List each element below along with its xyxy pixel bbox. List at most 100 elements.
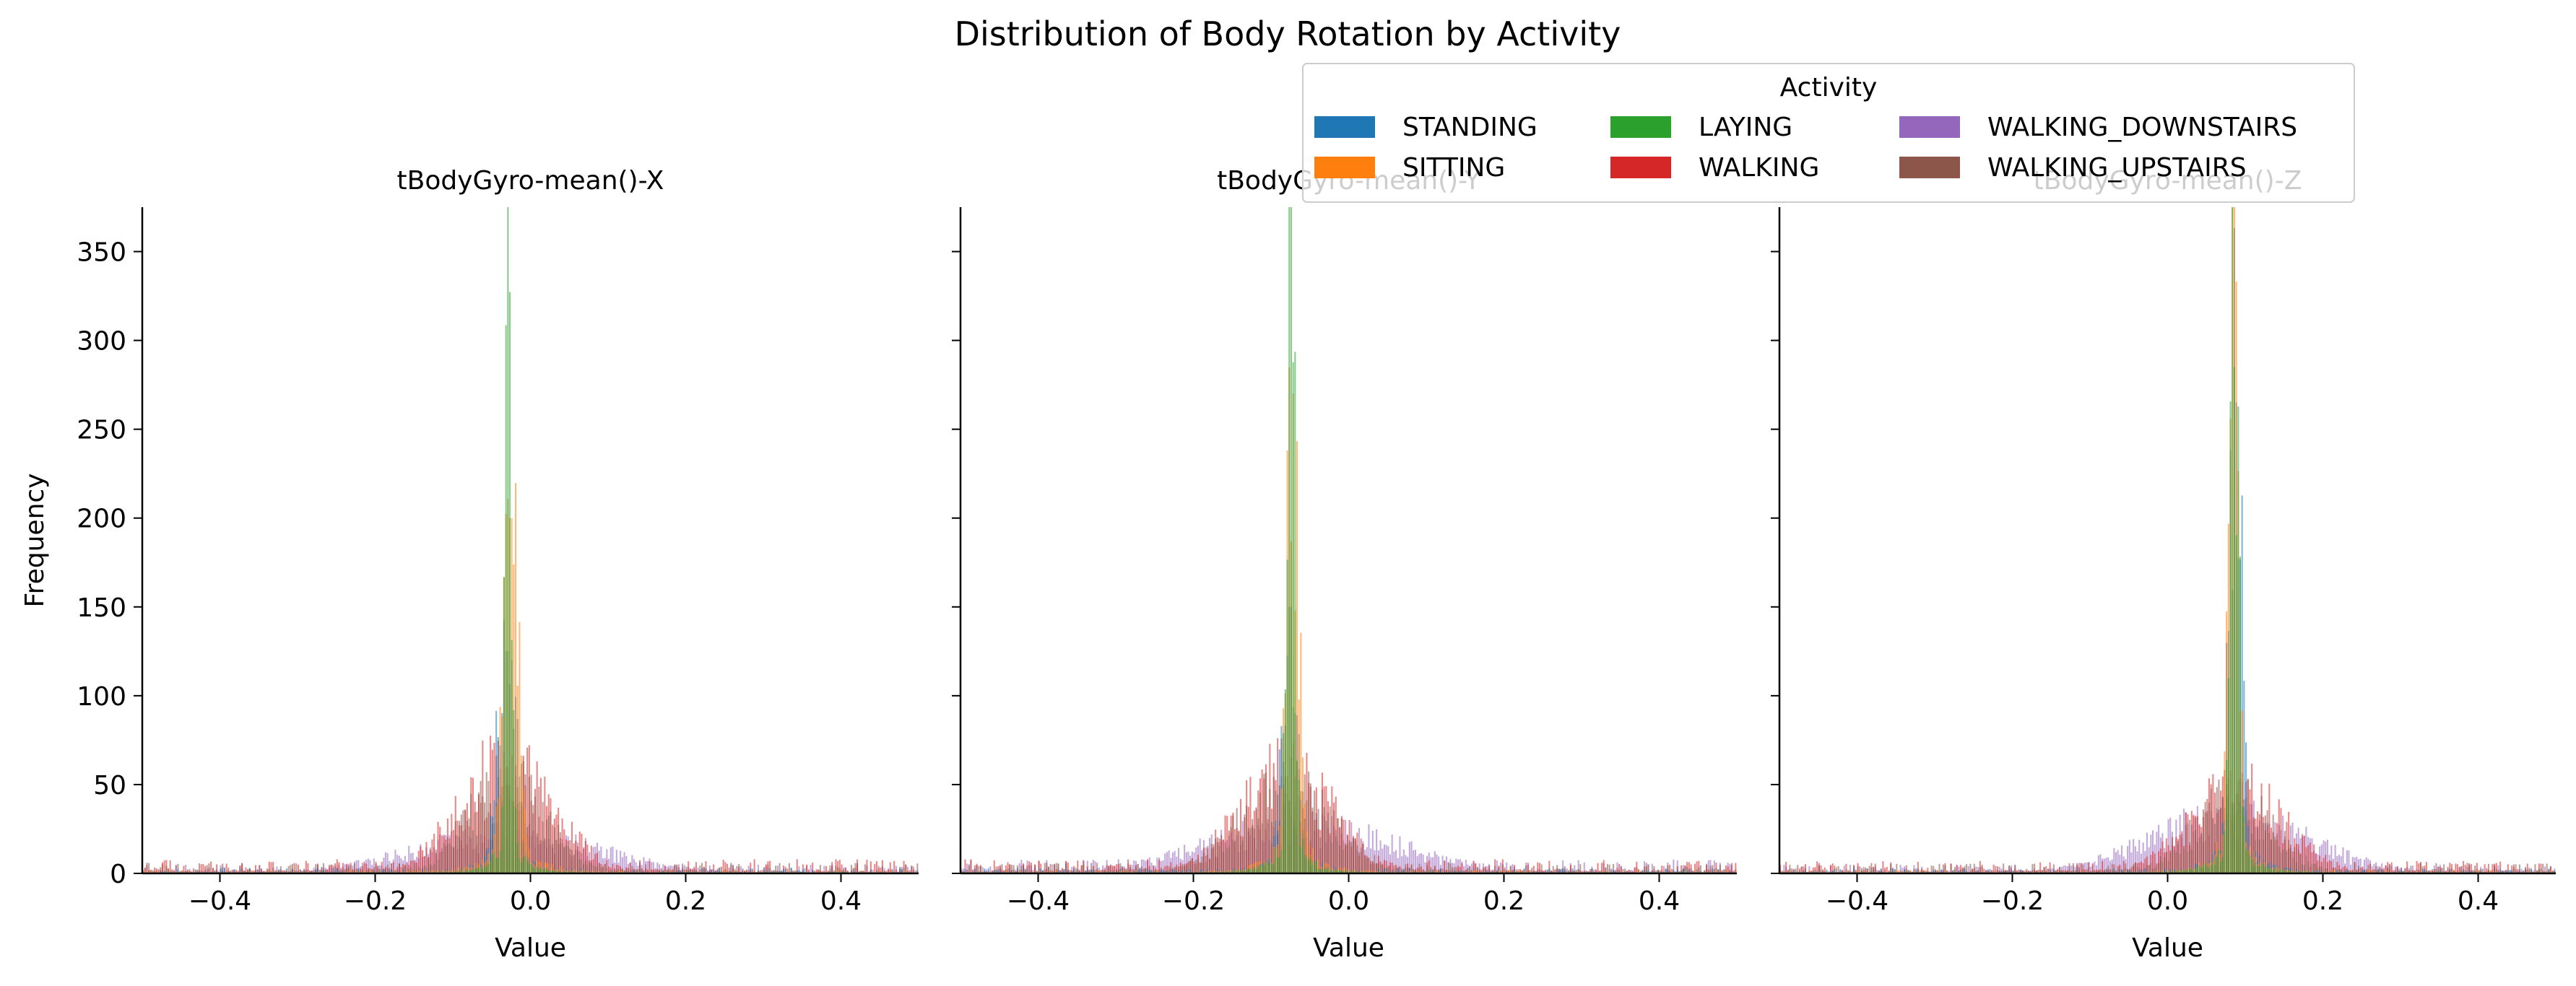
histogram-bar — [1280, 788, 1283, 873]
histogram-bar — [1383, 868, 1385, 873]
histogram-bar — [2130, 869, 2133, 873]
histogram-bar — [1249, 870, 1252, 873]
histogram-bar — [966, 869, 968, 873]
histogram-bar — [326, 870, 329, 873]
histogram-bar — [1181, 869, 1184, 873]
histogram-bar — [437, 859, 439, 873]
histogram-bar — [555, 871, 558, 873]
histogram-bar — [2198, 837, 2200, 873]
histogram-bar — [2280, 852, 2282, 873]
histogram-bar — [276, 866, 278, 873]
histogram-bar — [270, 862, 272, 873]
histogram-bar — [2099, 871, 2102, 873]
histogram-bar — [1317, 860, 1319, 873]
histogram-bar — [740, 865, 742, 873]
histogram-bar — [1201, 856, 1203, 873]
histogram-bar — [485, 860, 487, 873]
histogram-bar — [1717, 869, 1719, 873]
histogram-bar — [1038, 870, 1040, 873]
histogram-bar — [719, 868, 721, 873]
histogram-bar — [1455, 867, 1457, 873]
histogram-bar — [1694, 871, 1696, 873]
histogram-bar — [357, 860, 360, 873]
histogram-bar — [2008, 865, 2011, 873]
histogram-bar — [625, 868, 628, 873]
histogram-bar — [448, 871, 451, 873]
histogram-bar — [1721, 870, 1723, 873]
histogram-bar — [1981, 865, 1983, 873]
histogram-bar — [1207, 868, 1209, 873]
histogram-bar — [726, 863, 728, 873]
histogram-bar — [1990, 870, 1992, 873]
histogram-bar — [259, 865, 261, 873]
histogram-bar — [420, 846, 422, 873]
histogram-bar — [353, 863, 355, 873]
histogram-bar — [392, 871, 394, 873]
histogram-bar — [1304, 855, 1306, 873]
histogram-bar — [1418, 871, 1421, 873]
histogram-bar — [2049, 862, 2051, 873]
histogram-bar — [893, 860, 895, 873]
histogram-bar — [786, 871, 789, 873]
histogram-bar — [1308, 845, 1310, 873]
histogram-bar — [1090, 869, 1093, 873]
histogram-bar — [2408, 871, 2410, 873]
histogram-bar — [245, 867, 247, 873]
histogram-bar — [439, 826, 441, 873]
histogram-bar — [2102, 861, 2104, 873]
histogram-bar — [1179, 865, 1181, 873]
y-tick-label: 0 — [110, 860, 126, 889]
histogram-bar — [204, 865, 207, 873]
histogram-bar — [383, 868, 385, 873]
histogram-bar — [1315, 860, 1317, 873]
histogram-bar — [2260, 795, 2263, 873]
histogram-bar — [1360, 870, 1362, 873]
histogram-bar — [2059, 867, 2061, 873]
x-axis-label: Value — [1313, 933, 1384, 963]
histogram-bar — [821, 871, 823, 873]
histogram-bar — [2065, 865, 2067, 873]
histogram-bar — [635, 862, 637, 873]
histogram-bar — [2152, 851, 2154, 873]
histogram-bar — [1023, 868, 1025, 873]
histogram-bar — [699, 865, 701, 873]
histogram-bar — [782, 870, 784, 873]
histogram-bar — [524, 808, 526, 873]
histogram-bar — [552, 870, 554, 873]
histogram-bar — [313, 871, 315, 873]
histogram-bar — [2068, 863, 2070, 873]
histogram-bar — [2173, 850, 2175, 873]
histogram-bar — [823, 865, 825, 873]
histogram-bar — [1374, 855, 1376, 873]
histogram-bar — [1725, 865, 1727, 873]
histogram-bar — [911, 865, 913, 873]
histogram-bar — [578, 832, 581, 873]
histogram-bar — [536, 860, 538, 873]
histogram-bar — [446, 837, 448, 873]
histogram-bar — [480, 780, 482, 873]
histogram-bar — [2105, 858, 2107, 873]
histogram-bar — [1030, 863, 1032, 873]
histogram-bar — [1992, 864, 1995, 873]
histogram-bar — [1808, 866, 1810, 873]
histogram-bar — [2154, 853, 2156, 873]
y-tick-label: 350 — [77, 238, 126, 268]
histogram-bar — [1145, 860, 1147, 873]
histogram-bar — [583, 848, 585, 873]
x-tick-label: 0.2 — [665, 886, 706, 916]
histogram-bar — [569, 868, 571, 873]
histogram-bar — [1209, 858, 1211, 873]
histogram-bar — [1608, 871, 1610, 873]
histogram-bar — [429, 849, 431, 873]
histogram-bar — [420, 870, 422, 873]
histogram-bar — [1725, 870, 1727, 873]
histogram-bar — [1147, 868, 1149, 873]
histogram-bar — [1238, 832, 1240, 873]
histogram-bar — [384, 868, 386, 873]
histogram-bar — [1681, 871, 1683, 873]
histogram-bar — [1645, 863, 1647, 873]
histogram-bar — [1202, 853, 1205, 873]
histogram-bar — [155, 870, 157, 873]
histogram-bar — [196, 871, 199, 873]
histogram-bar — [1114, 871, 1116, 873]
